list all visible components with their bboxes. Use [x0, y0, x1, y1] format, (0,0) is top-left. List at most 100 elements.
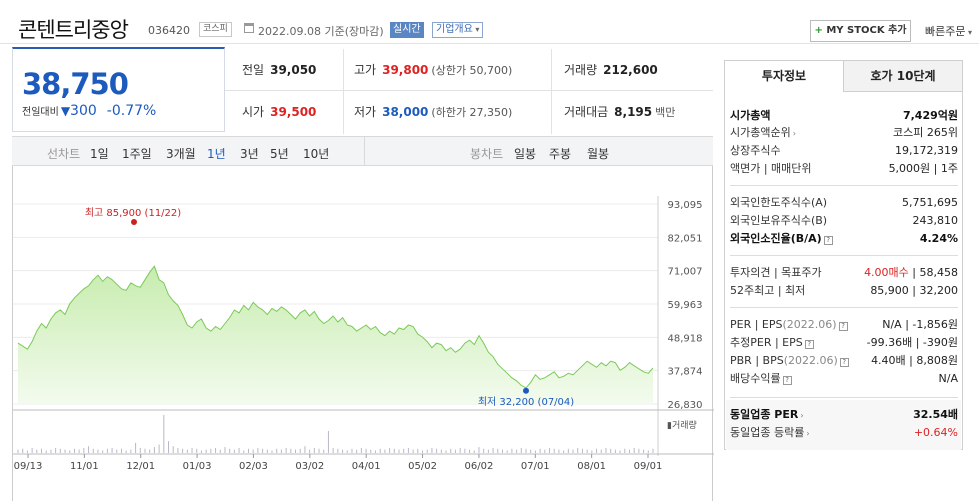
- y-tick-label: 93,095: [668, 200, 703, 211]
- prev-close: 전일 39,050: [242, 63, 317, 77]
- period-1w[interactable]: 1주일: [122, 147, 152, 161]
- shares-row: 상장주식수 19,172,319: [730, 144, 958, 157]
- x-tick-label: 01/03: [183, 461, 212, 472]
- foreign-hold-row: 외국인보유주식수(B) 243,810: [730, 214, 958, 227]
- tab-invest-info[interactable]: 투자정보: [725, 61, 843, 92]
- foreign-limit-row: 외국인한도주식수(A) 5,751,695: [730, 196, 958, 209]
- quick-order-label: 빠른주문: [925, 25, 966, 38]
- x-tick-label: 09/13: [14, 461, 43, 472]
- corp-info-dropdown[interactable]: 기업개요 ▾: [432, 22, 484, 38]
- chevron-right-icon: ›: [800, 411, 804, 420]
- help-icon[interactable]: ?: [838, 322, 848, 331]
- y-tick-label: 48,918: [668, 333, 703, 344]
- quick-order-dropdown[interactable]: 빠른주문 ▾: [925, 23, 972, 39]
- candle-chart-label: 봉차트: [470, 147, 504, 161]
- candle-daily[interactable]: 일봉: [514, 147, 537, 161]
- market-cap-row: 시가총액 7,429억원: [730, 109, 958, 122]
- trade-amount: 거래대금 8,195 백만: [564, 105, 676, 119]
- market-cap-rank-row[interactable]: 시가총액순위 › 코스피 265위: [730, 126, 958, 139]
- help-icon[interactable]: ?: [804, 340, 814, 349]
- current-price-box: 38,750 전일대비 ▼300 -0.77%: [12, 47, 225, 132]
- divider: [730, 185, 958, 186]
- my-stock-add-button[interactable]: + MY STOCK 추가: [810, 20, 911, 42]
- candle-weekly[interactable]: 주봉: [549, 147, 572, 161]
- price-line: [17, 265, 654, 389]
- divider: [730, 307, 958, 308]
- chart-period-bar: 선차트 1일 1주일 3개월 1년 3년 5년 10년 봉차트 일봉 주봉 월봉: [12, 136, 713, 166]
- chevron-right-icon: ›: [806, 429, 810, 438]
- per-eps-row: PER | EPS(2022.06)? N/A | -1,856원: [730, 318, 958, 331]
- divider: [730, 255, 958, 256]
- corp-info-label: 기업개요: [436, 24, 473, 35]
- sector-summary-bg: [726, 400, 961, 450]
- high-annotation: 최고 85,900 (11/22): [85, 207, 181, 219]
- company-name: 콘텐트리중앙: [18, 18, 129, 42]
- tab-quote-10[interactable]: 호가 10단계: [843, 61, 962, 92]
- line-chart-label: 선차트: [47, 147, 81, 161]
- low-price: 저가 38,000 (하한가 27,350): [354, 105, 513, 119]
- x-tick-label: 03/02: [295, 461, 324, 472]
- divider: [364, 137, 365, 165]
- period-3y[interactable]: 3년: [240, 147, 259, 161]
- y-tick-label: 82,051: [668, 233, 703, 244]
- my-stock-label: MY STOCK 추가: [826, 25, 907, 36]
- x-tick-label: 06/02: [464, 461, 493, 472]
- low-marker: [523, 387, 529, 394]
- sector-per-row[interactable]: 동일업종 PER › 32.54배: [730, 408, 958, 421]
- volume-label: ▮거래량: [667, 419, 697, 431]
- par-value-row: 액면가 | 매매단위 5,000원 | 1주: [730, 162, 958, 175]
- y-tick-label: 59,963: [668, 300, 703, 311]
- est-per-eps-row: 추정PER | EPS? -99.36배 | -390원: [730, 336, 958, 349]
- chevron-down-icon: ▾: [472, 25, 480, 34]
- divider: [730, 397, 958, 398]
- candle-monthly[interactable]: 월봉: [587, 147, 610, 161]
- x-tick-label: 02/03: [239, 461, 268, 472]
- low-annotation: 최저 32,200 (07/04): [478, 396, 574, 408]
- invest-info-panel: 투자정보 호가 10단계 시가총액 7,429억원 시가총액순위 › 코스피 265위…: [724, 60, 963, 450]
- y-tick-label: 37,874: [668, 367, 703, 378]
- x-tick-label: 11/01: [70, 461, 99, 472]
- y-tick-label: 26,830: [668, 400, 703, 411]
- help-icon[interactable]: ?: [782, 376, 792, 385]
- as-of-date: 2022.09.08 기준(장마감): [258, 25, 384, 38]
- stock-code: 036420: [148, 24, 190, 37]
- market-badge: 코스피: [199, 22, 232, 37]
- help-icon[interactable]: ?: [823, 236, 833, 245]
- plus-icon: +: [814, 25, 827, 36]
- chevron-down-icon: ▾: [965, 28, 973, 37]
- opinion-row: 투자의견 | 목표주가 4.00매수 | 58,458: [730, 266, 958, 279]
- x-tick-label: 05/02: [408, 461, 437, 472]
- price-chart[interactable]: 93,095 82,051 71,007 59,963 48,918 37,874 26,8…: [12, 166, 714, 501]
- week52-row: 52주최고 | 최저 85,900 | 32,200: [730, 284, 958, 297]
- period-1d[interactable]: 1일: [90, 147, 109, 161]
- calendar-icon: [244, 23, 254, 33]
- price-change: 전일대비 ▼300 -0.77%: [22, 103, 156, 119]
- period-1y[interactable]: 1년: [207, 147, 226, 161]
- x-tick-label: 04/01: [352, 461, 381, 472]
- period-10y[interactable]: 10년: [303, 147, 330, 161]
- chevron-right-icon: ›: [792, 129, 796, 138]
- down-arrow-icon: ▼: [60, 104, 71, 118]
- price-stats-grid: 전일 39,050 고가 39,800 (상한가 50,700) 거래량 212,600…: [225, 47, 713, 134]
- help-icon[interactable]: ?: [839, 358, 849, 367]
- change-amount: 300: [70, 103, 97, 119]
- change-percent: -0.77%: [106, 103, 157, 119]
- pbr-bps-row: PBR | BPS(2022.06)? 4.40배 | 8,808원: [730, 354, 958, 367]
- high-price: 고가 39,800 (상한가 50,700): [354, 63, 513, 77]
- period-5y[interactable]: 5년: [270, 147, 289, 161]
- dividend-row: 배당수익률? N/A: [730, 372, 958, 385]
- x-tick-label: 09/01: [634, 461, 663, 472]
- x-tick-label: 07/01: [521, 461, 550, 472]
- period-3m[interactable]: 3개월: [166, 147, 196, 161]
- sector-change-row[interactable]: 동일업종 등락률 › +0.64%: [730, 426, 958, 439]
- volume: 거래량 212,600: [564, 63, 658, 77]
- realtime-button[interactable]: 실시간: [390, 22, 424, 38]
- x-tick-label: 08/01: [577, 461, 606, 472]
- foreign-rate-row: 외국인소진율(B/A)? 4.24%: [730, 232, 958, 245]
- change-label: 전일대비: [22, 107, 59, 118]
- x-tick-label: 12/01: [126, 461, 155, 472]
- y-tick-label: 71,007: [668, 267, 703, 278]
- high-marker: [131, 219, 137, 225]
- current-price: 38,750: [22, 67, 129, 101]
- open-price: 시가 39,500: [242, 105, 317, 119]
